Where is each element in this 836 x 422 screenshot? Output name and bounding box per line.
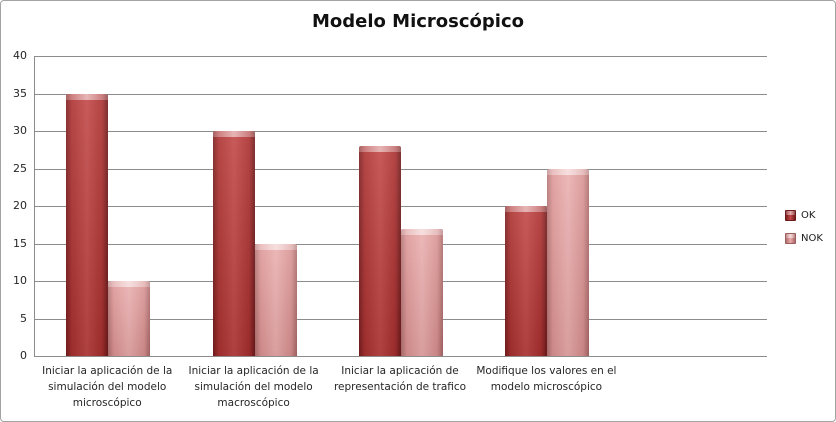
bar-ok-1: [212, 131, 255, 356]
gridline: [35, 168, 767, 170]
legend-item: OK: [785, 210, 823, 221]
category-label: Iniciar la aplicación de representación d…: [327, 363, 473, 411]
gridline: [35, 56, 767, 57]
category-label-line: simulación del modelo: [194, 381, 313, 393]
y-axis-label: 10: [13, 274, 27, 287]
category-label-line: Iniciar la aplicación de: [341, 365, 459, 377]
bar-ok-3: [505, 206, 548, 356]
plot-area: [34, 56, 767, 357]
category-label-line: modelo microscópico: [490, 381, 603, 393]
y-axis-label: 5: [20, 311, 27, 325]
legend: OK NOK: [785, 210, 823, 244]
x-axis-labels: Iniciar la aplicación de la simulación de…: [34, 363, 766, 411]
bar-ok-2: [359, 146, 401, 356]
category-label-line: representación de trafico: [333, 381, 467, 393]
y-axis-label: 30: [13, 124, 27, 137]
category-label-line: simulación del modelo: [48, 381, 167, 393]
y-axis-label: 35: [13, 86, 27, 100]
legend-label: OK: [801, 210, 816, 221]
legend-label: NOK: [801, 233, 823, 244]
category-label-line: Iniciar la aplicación de la: [42, 365, 173, 377]
bar-ok-0: [66, 93, 109, 356]
legend-color-swatch: [785, 233, 796, 244]
y-axis-label: 15: [13, 236, 27, 250]
legend-item: NOK: [785, 233, 823, 244]
category-label-line: Iniciar la aplicación de la: [188, 365, 319, 377]
y-axis-label: 25: [13, 161, 27, 175]
y-axis-label: 40: [13, 49, 27, 62]
category-label-line: Modifique los valores en el: [476, 365, 617, 377]
category-label-line: microscópico: [72, 397, 142, 409]
bar-nok-2: [401, 228, 443, 356]
category-empty-slot: [620, 363, 766, 411]
chart-title: Modelo Microscópico: [311, 11, 524, 32]
bar-nok-3: [547, 168, 590, 356]
gridline: [35, 206, 767, 207]
gridline: [35, 131, 767, 132]
y-axis-label: 20: [13, 199, 27, 212]
category-label: Iniciar la aplicación de la simulación de…: [34, 363, 180, 411]
gridline: [35, 93, 767, 95]
category-label: Modifique los valores en el modelo micros…: [473, 363, 619, 411]
bar-nok-0: [108, 281, 151, 356]
legend-color-swatch: [785, 210, 796, 221]
category-label-line: macroscópico: [217, 397, 290, 409]
category-label: Iniciar la aplicación de la simulación de…: [180, 363, 326, 411]
bar-nok-1: [254, 243, 297, 356]
y-axis-label: 0: [20, 349, 27, 362]
